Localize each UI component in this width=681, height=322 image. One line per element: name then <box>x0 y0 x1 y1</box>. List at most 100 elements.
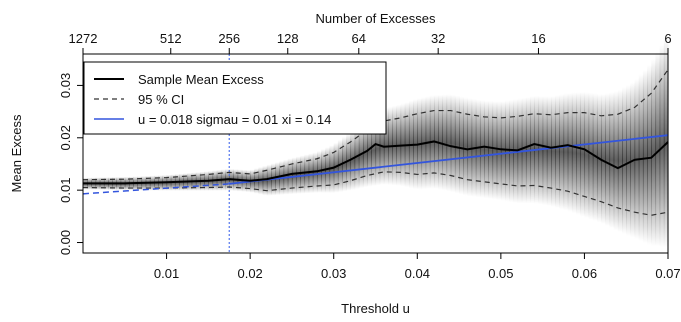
x-tick-label: 0.03 <box>321 266 346 281</box>
x-tick-label: 0.05 <box>488 266 513 281</box>
ci-shade-strip <box>492 101 498 200</box>
ci-shade-strip <box>551 95 556 207</box>
y-axis-title: Mean Excess <box>9 114 24 193</box>
ci-shade-strip <box>613 91 619 231</box>
ci-shade-strip <box>538 96 544 205</box>
ci-shade-strip <box>609 92 615 229</box>
sample-mean-excess-line <box>83 140 669 185</box>
ci-shade-strip <box>584 92 590 219</box>
ci-shade-strip <box>655 52 661 247</box>
ci-shade-strip <box>312 152 318 193</box>
ci-shade-strip <box>505 100 510 202</box>
x-tick-label: 0.07 <box>655 266 680 281</box>
plot-frame <box>82 53 669 254</box>
legend-label-95-ci: 95 % CI <box>138 92 184 107</box>
ci-shade-strip <box>325 147 331 193</box>
ci-shade-strip <box>442 94 448 191</box>
top-tick-label: 128 <box>277 31 299 46</box>
ci-shade-strip <box>563 93 569 211</box>
ci-shade-strip <box>542 96 548 206</box>
ci-shade-strip <box>642 69 648 244</box>
ci-shade-strip <box>580 91 586 217</box>
ci-shade-strip <box>291 157 297 194</box>
ci-shade-strip <box>375 112 381 186</box>
ci-shade-strip <box>546 96 552 207</box>
top-tick-label: 16 <box>531 31 545 46</box>
ci-shade-strip <box>358 123 364 189</box>
ci-shade-strip <box>559 94 565 210</box>
ci-shade-strip <box>446 94 452 192</box>
ci-shade-strip <box>329 145 335 194</box>
legend: Sample Mean Excess 95 % CI u = 0.018 sig… <box>83 61 387 135</box>
ci-shade-strip <box>371 114 377 187</box>
ci-shade-strip <box>459 96 464 195</box>
top-tick-label: 64 <box>352 31 366 46</box>
ci-shade-strip <box>617 89 623 233</box>
ci-shade-strip <box>555 95 560 209</box>
ci-shade-strip <box>496 101 502 201</box>
ci-lower-line <box>82 171 669 216</box>
ci-shade-strip <box>571 92 577 214</box>
ci-shade-strip <box>622 87 627 235</box>
series-layer <box>82 69 669 216</box>
ci-shade-strip <box>454 95 460 194</box>
ci-shade-strip <box>488 100 494 199</box>
ci-shade-strip <box>463 97 469 196</box>
ci-shade-strip <box>379 109 385 185</box>
top-tick-label: 1272 <box>69 31 98 46</box>
ci-shade-strip <box>467 98 473 197</box>
x-tick-label: 0.06 <box>572 266 597 281</box>
ci-shade-strip <box>333 142 339 193</box>
x-tick-label: 0.01 <box>154 266 179 281</box>
top-tick-label: 6 <box>664 31 671 46</box>
ci-shade-strip <box>354 127 360 190</box>
axes: 0.01 0.02 0.03 0.04 0.05 0.06 0.07 0.00 0.01 0.02… <box>58 31 681 281</box>
fit-line <box>229 134 669 185</box>
y-tick-label: 0.02 <box>58 125 73 150</box>
ci-shade-strip <box>321 149 326 193</box>
ci-shade-strip <box>300 155 306 194</box>
ci-shade-strip <box>367 117 372 187</box>
ci-shade-strip <box>659 44 665 248</box>
y-tick-label: 0.01 <box>58 178 73 203</box>
ci-shade-strip <box>567 92 573 212</box>
ci-shade-strip <box>605 92 611 227</box>
ci-shade-strip <box>317 150 322 193</box>
ci-shade-strip <box>484 100 489 199</box>
ci-shade-strip <box>350 130 356 190</box>
ci-shade-strip <box>438 94 443 190</box>
legend-label-gpd-fit: u = 0.018 sigmau = 0.01 xi = 0.14 <box>138 112 331 127</box>
top-tick-label: 32 <box>431 31 445 46</box>
y-tick-label: 0.00 <box>58 230 73 255</box>
x-axis-title: Threshold u <box>341 301 410 316</box>
ci-shade-strip <box>651 59 657 247</box>
legend-box <box>83 61 387 135</box>
x-tick-label: 0.02 <box>237 266 262 281</box>
fit-line-extension <box>82 183 230 195</box>
ci-shade-strip <box>296 156 301 194</box>
ci-shade-strip <box>647 65 652 245</box>
top-axis-title: Number of Excesses <box>316 11 436 26</box>
top-tick-label: 256 <box>218 31 240 46</box>
ci-shade-strip <box>342 136 347 192</box>
top-tick-label: 512 <box>160 31 182 46</box>
ci-shade-strip <box>509 99 514 203</box>
ci-shade-strip <box>304 154 310 194</box>
x-tick-label: 0.04 <box>405 266 430 281</box>
ci-shade-strip <box>337 139 343 193</box>
ci-shade-strip <box>450 94 456 193</box>
ci-shade-strip <box>576 92 581 215</box>
ci-shade-strip <box>308 153 314 194</box>
ci-shade-strip <box>638 74 644 242</box>
y-tick-label: 0.03 <box>58 73 73 98</box>
ci-shade-strip <box>601 93 606 225</box>
legend-label-sample-mean-excess: Sample Mean Excess <box>138 72 264 87</box>
ci-shade-strip <box>500 101 506 201</box>
ci-shade-strip <box>626 84 631 236</box>
ci-shade-strip <box>588 92 594 220</box>
ci-shade-strip <box>346 133 352 191</box>
ci-shade-strip <box>362 120 368 188</box>
ci-shade-strip <box>479 100 485 198</box>
ci-upper-line <box>82 69 669 181</box>
